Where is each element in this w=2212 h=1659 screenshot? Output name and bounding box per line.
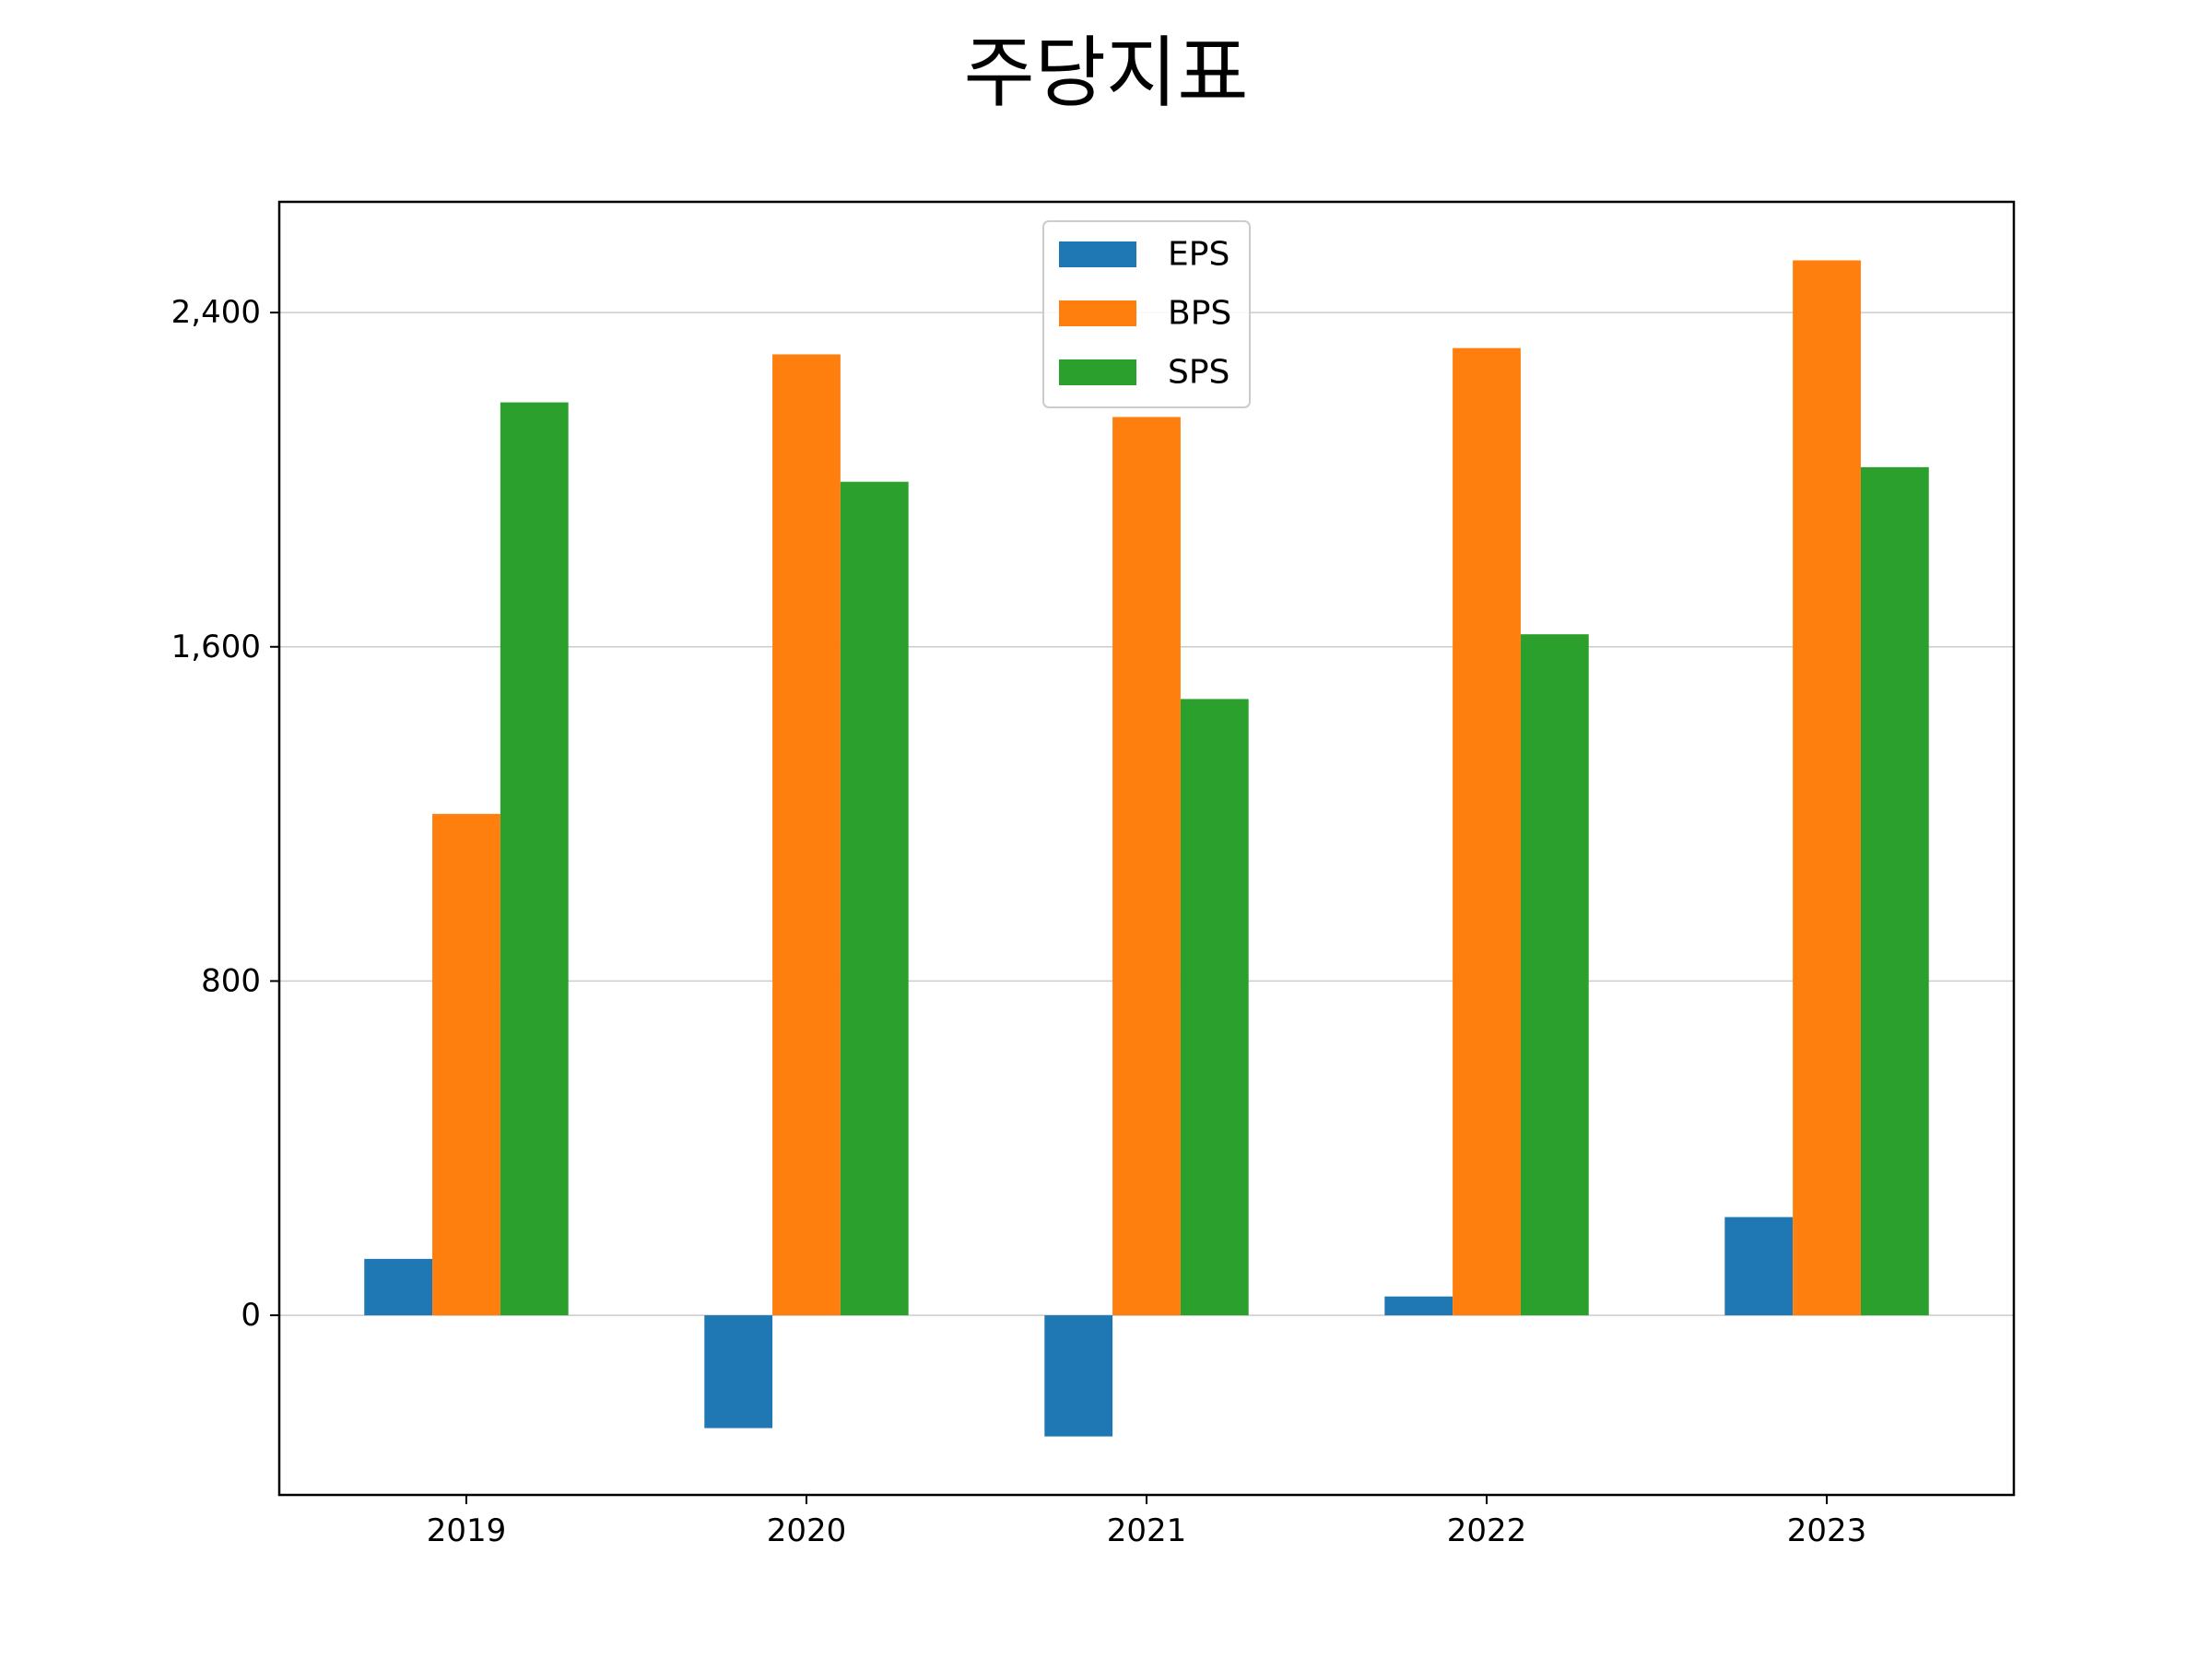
bar-sps-2023	[1860, 466, 1929, 1316]
bar-bps-2020	[772, 354, 841, 1316]
legend-swatch-sps	[1059, 359, 1136, 385]
legend-label-bps: BPS	[1168, 295, 1231, 333]
bar-bps-2022	[1453, 347, 1521, 1316]
bar-eps-2019	[364, 1258, 433, 1316]
legend: EPS BPS SPS	[1042, 220, 1251, 408]
y-tick-label-0: 0	[241, 1297, 261, 1334]
x-tick-label-4: 2023	[1787, 1512, 1867, 1549]
bar-eps-2022	[1384, 1296, 1453, 1316]
bar-eps-2020	[704, 1315, 773, 1429]
y-tick-label-2: 1,600	[171, 629, 261, 665]
chart-title: 주당지표	[963, 28, 1249, 118]
bar-eps-2021	[1044, 1315, 1113, 1437]
x-tick-label-2: 2021	[1107, 1512, 1187, 1549]
bar-bps-2019	[432, 814, 500, 1316]
bar-bps-2023	[1793, 260, 1861, 1316]
legend-label-sps: SPS	[1168, 354, 1230, 392]
legend-swatch-bps	[1059, 300, 1136, 326]
x-tick-label-0: 2019	[427, 1512, 507, 1549]
x-tick-label-3: 2022	[1447, 1512, 1527, 1549]
y-tick-label-1: 800	[201, 962, 261, 999]
x-tick-label-1: 2020	[767, 1512, 847, 1549]
bar-sps-2022	[1520, 634, 1589, 1316]
bar-sps-2021	[1180, 699, 1249, 1316]
bar-sps-2019	[500, 402, 569, 1316]
axes: 0 800 1,600 2,400 2019 2020 2021 2022 2023	[171, 200, 2016, 1549]
bars	[364, 260, 1929, 1437]
bar-eps-2023	[1724, 1217, 1794, 1316]
y-tick-label-3: 2,400	[171, 294, 261, 331]
legend-swatch-eps	[1059, 241, 1136, 267]
bar-bps-2021	[1112, 417, 1181, 1316]
legend-label-eps: EPS	[1168, 236, 1230, 274]
bar-sps-2020	[840, 481, 909, 1316]
